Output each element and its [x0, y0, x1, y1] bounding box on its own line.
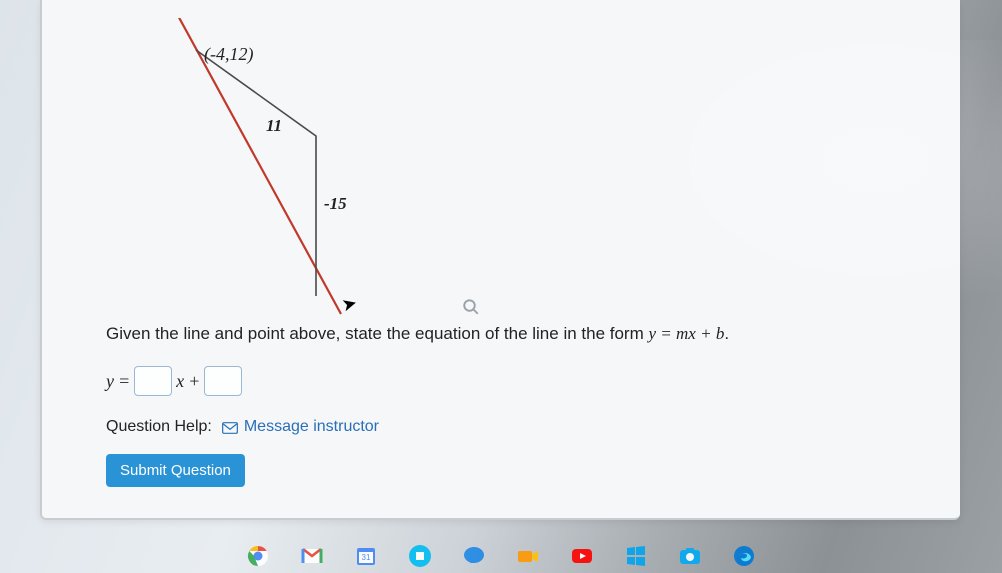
- taskbar: 31: [0, 537, 1002, 573]
- form-y: y: [648, 324, 656, 343]
- answer-eq: =: [118, 371, 130, 392]
- chrome-icon[interactable]: [245, 543, 271, 569]
- help-link-text: Message instructor: [244, 418, 379, 436]
- rise-label: -15: [324, 194, 347, 214]
- point-label: (-4,12): [204, 44, 253, 65]
- submit-label: Submit Question: [120, 462, 231, 479]
- question-prompt: Given the line and point above, state th…: [106, 324, 932, 344]
- answer-row: y = x +: [106, 366, 932, 396]
- windows-icon[interactable]: [623, 543, 649, 569]
- answer-plus: +: [188, 371, 200, 392]
- question-page: (-4,12) 11 -15 ➤ Given the line and poin…: [40, 0, 960, 520]
- mail-icon: [222, 421, 238, 433]
- prompt-period: .: [724, 324, 729, 343]
- slope-triangle: [196, 50, 316, 296]
- prompt-text: Given the line and point above, state th…: [106, 324, 648, 343]
- submit-question-button[interactable]: Submit Question: [106, 454, 245, 487]
- chat-icon[interactable]: [461, 543, 487, 569]
- camera-app-icon[interactable]: [677, 543, 703, 569]
- form-mx: mx: [676, 324, 696, 343]
- form-plus: +: [696, 324, 716, 343]
- calendar-icon[interactable]: 31: [353, 543, 379, 569]
- answer-y: y: [106, 371, 114, 392]
- edge-icon[interactable]: [731, 543, 757, 569]
- files-icon[interactable]: [407, 543, 433, 569]
- slope-input[interactable]: [134, 366, 172, 396]
- answer-x: x: [176, 371, 184, 392]
- run-label: 11: [266, 116, 282, 136]
- slope-diagram: (-4,12) 11 -15 ➤: [106, 18, 426, 318]
- camera-icon[interactable]: [515, 543, 541, 569]
- intercept-input[interactable]: [204, 366, 242, 396]
- form-eq: =: [656, 324, 676, 343]
- gmail-icon[interactable]: [299, 543, 325, 569]
- youtube-icon[interactable]: [569, 543, 595, 569]
- question-content: (-4,12) 11 -15 ➤ Given the line and poin…: [42, 0, 960, 487]
- magnifier-icon: [462, 298, 480, 321]
- svg-text:31: 31: [362, 553, 371, 562]
- help-label: Question Help:: [106, 418, 212, 436]
- help-row: Question Help: Message instructor: [106, 418, 932, 436]
- message-instructor-link[interactable]: Message instructor: [222, 418, 379, 436]
- diagram-svg: [106, 18, 426, 318]
